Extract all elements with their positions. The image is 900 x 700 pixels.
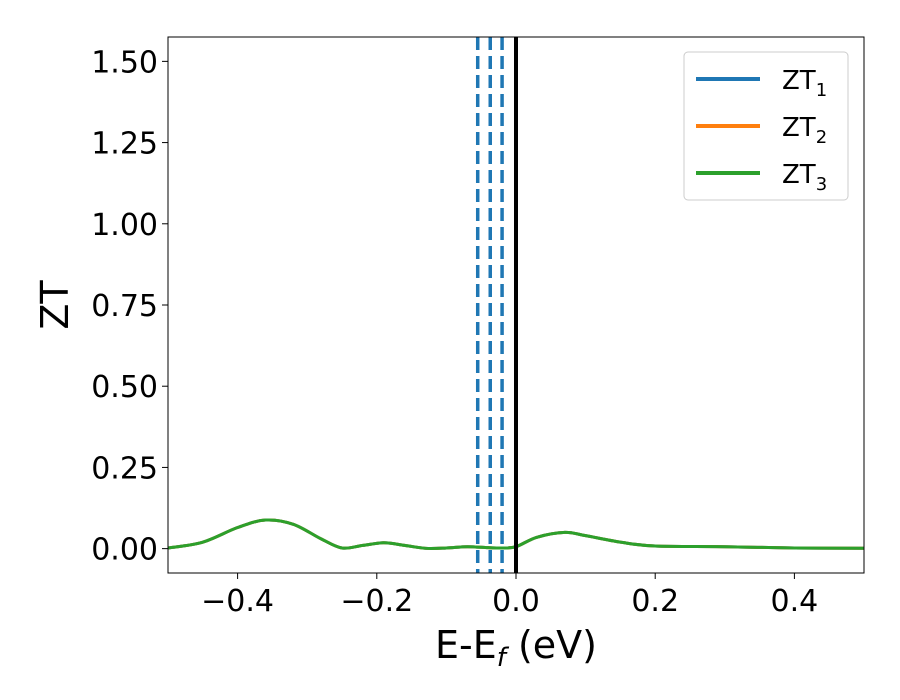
- legend-label-2: ZT2: [782, 113, 827, 148]
- y-axis-title: ZT: [33, 280, 77, 330]
- x-axis-title-unit: (eV): [506, 623, 597, 667]
- legend: ZT1 ZT2 ZT3: [683, 51, 849, 201]
- y-tick-label: 0.00: [91, 533, 158, 568]
- y-tick-label: 1.25: [91, 127, 158, 162]
- vertical-reference-lines: [475, 37, 518, 573]
- legend-label-3: ZT3: [782, 160, 827, 195]
- x-tick-label: −0.2: [340, 584, 413, 619]
- x-axis-title-main: E-E: [435, 623, 497, 667]
- legend-label-1: ZT1: [782, 66, 827, 101]
- series-line-3: [168, 518, 864, 550]
- y-tick-label: 0.25: [91, 451, 158, 486]
- y-tick-label: 1.00: [91, 208, 158, 243]
- x-axis-title: E-Ef (eV): [435, 623, 597, 673]
- legend-box: [683, 51, 849, 201]
- y-tick-label: 1.50: [91, 45, 158, 80]
- x-axis-ticks: −0.4 −0.2 0.0 0.2 0.4: [201, 573, 818, 619]
- series-lines: [168, 518, 864, 550]
- y-tick-label: 0.50: [91, 370, 158, 405]
- x-tick-label: 0.0: [492, 584, 540, 619]
- x-tick-label: 0.4: [771, 584, 819, 619]
- y-axis-ticks: 0.00 0.25 0.50 0.75 1.00 1.25 1.50: [91, 45, 168, 568]
- x-tick-label: 0.2: [631, 584, 679, 619]
- y-tick-label: 0.75: [91, 289, 158, 324]
- x-tick-label: −0.4: [201, 584, 274, 619]
